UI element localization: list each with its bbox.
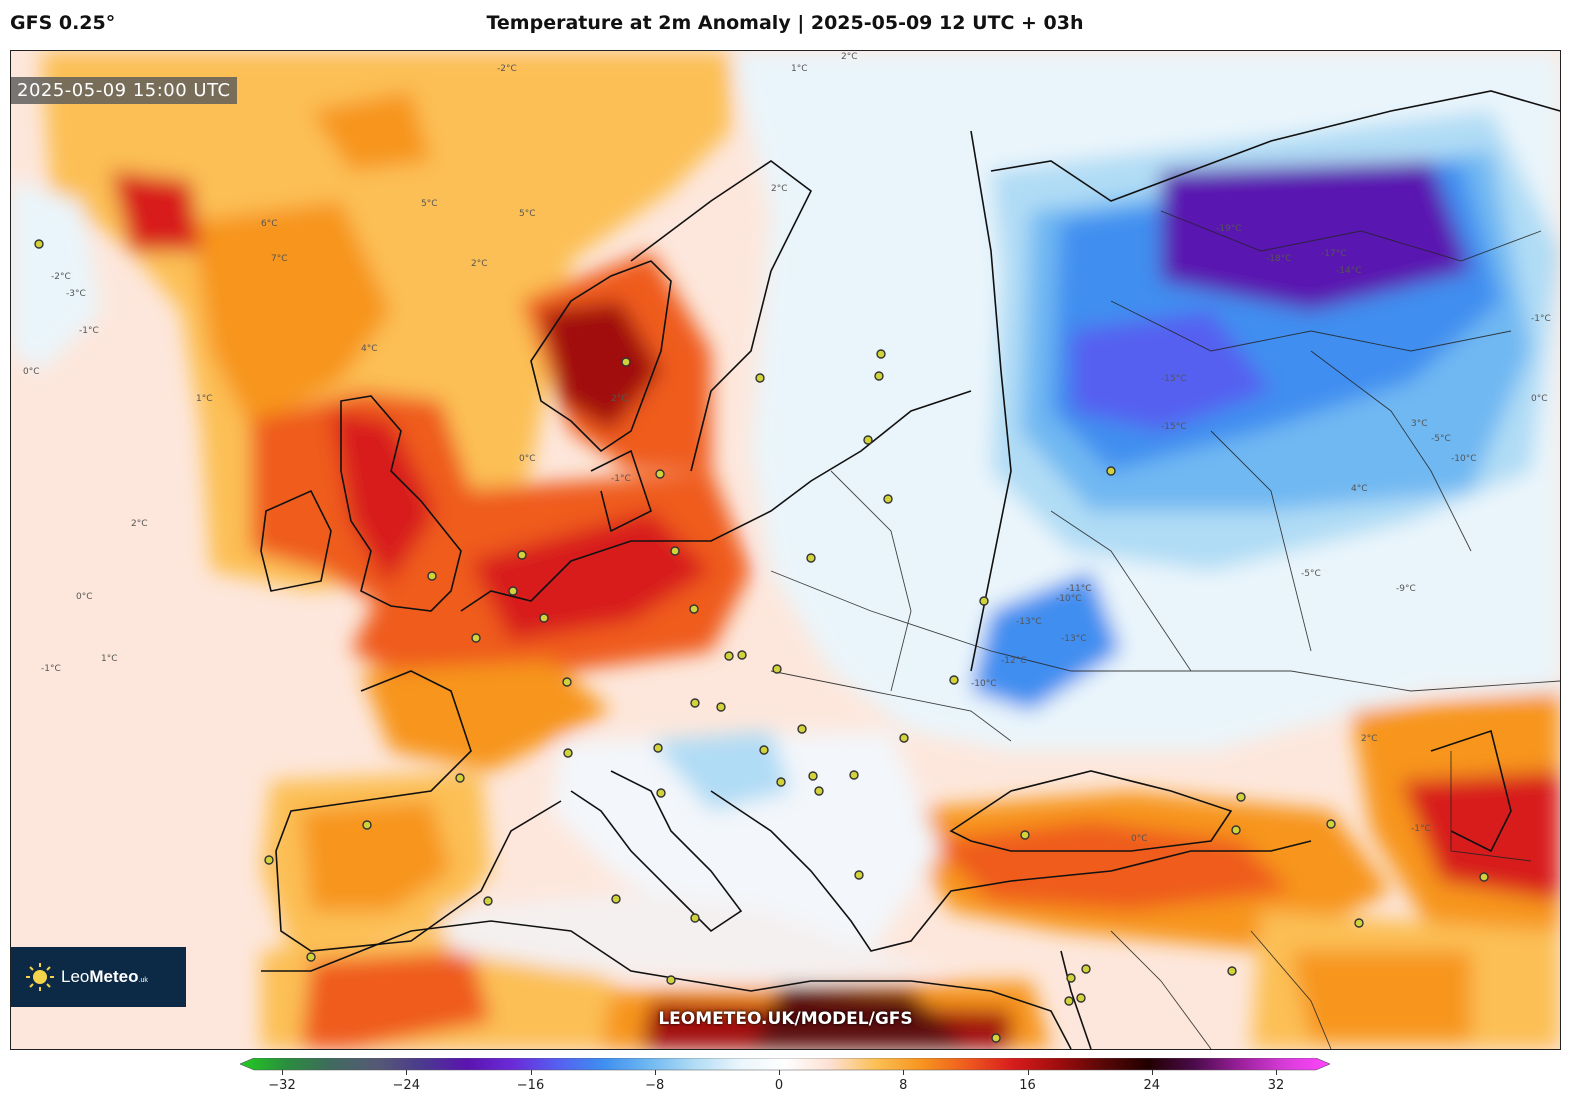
colorbar-tick-label: 16 xyxy=(1019,1078,1036,1093)
contour-label: 0°C xyxy=(519,454,536,464)
colorbar-tick-label: −8 xyxy=(645,1078,665,1093)
colorbar-tick-mark xyxy=(406,1070,408,1075)
contour-label: -5°C xyxy=(1431,434,1451,444)
contour-label: -13°C xyxy=(1016,617,1041,627)
contour-label: -18°C xyxy=(1266,254,1291,264)
contour-label: 5°C xyxy=(421,199,438,209)
colorbar-tick-mark xyxy=(1151,1070,1153,1075)
colorbar-tick-label: 0 xyxy=(774,1078,784,1093)
contour-label: -15°C xyxy=(1161,374,1186,384)
colorbar-tick-label: −24 xyxy=(392,1078,420,1093)
contour-label: -1°C xyxy=(611,474,631,484)
contour-label: 1°C xyxy=(101,654,118,664)
contour-label: 2°C xyxy=(841,52,858,62)
colorbar-tick-label: 8 xyxy=(899,1078,908,1093)
contour-label: 7°C xyxy=(271,254,288,264)
contour-label: 1°C xyxy=(196,394,213,404)
anomaly-field: -2°C 2°C 5°C 6°C 5°C 7°C -2°C -3°C -1°C 0°C 2°C 4°C… xyxy=(11,51,1560,1049)
anomaly-map: -2°C 2°C 5°C 6°C 5°C 7°C -2°C -3°C -1°C 0°C 2°C 4°C… xyxy=(10,50,1561,1050)
colorbar-tick-label: 32 xyxy=(1267,1078,1285,1093)
contour-label: -19°C xyxy=(1216,224,1241,234)
colorbar-tick-mark xyxy=(282,1070,283,1075)
sun-icon xyxy=(26,963,54,991)
contour-label: -12°C xyxy=(1001,656,1026,666)
logo-text: LeoMeteo.uk xyxy=(61,967,148,986)
contour-label: -9°C xyxy=(1396,584,1416,594)
contour-label: -14°C xyxy=(1336,266,1361,276)
contour-label: 3°C xyxy=(1411,419,1428,429)
colorbar-tick-mark xyxy=(530,1070,532,1075)
contour-label: -1°C xyxy=(79,326,99,336)
contour-label: 2°C xyxy=(771,184,788,194)
contour-label: -2°C xyxy=(497,64,517,74)
contour-label: 6°C xyxy=(261,219,278,229)
contour-label: -1°C xyxy=(41,664,61,674)
colorbar-tick-mark xyxy=(654,1070,656,1075)
contour-label: 0°C xyxy=(1531,394,1548,404)
contour-label: -3°C xyxy=(66,289,86,299)
model-label: GFS 0.25° xyxy=(10,12,116,34)
contour-label: 5°C xyxy=(519,209,536,219)
colorbar-tick-label: −32 xyxy=(268,1078,296,1093)
colorbar-tick-mark xyxy=(903,1070,905,1075)
contour-label: -13°C xyxy=(1061,634,1086,644)
colorbar-tick-mark xyxy=(1276,1070,1277,1075)
contour-label: -1°C xyxy=(1411,824,1431,834)
colorbar-tick-mark xyxy=(1027,1070,1029,1075)
source-watermark: LEOMETEO.UK/MODEL/GFS xyxy=(658,1009,913,1029)
contour-label: 2°C xyxy=(611,394,628,404)
contour-label: 1°C xyxy=(791,64,808,74)
contour-label: 4°C xyxy=(1351,484,1368,494)
contour-label: -11°C xyxy=(1066,584,1091,594)
contour-label: -2°C xyxy=(51,272,71,282)
contour-label: 4°C xyxy=(361,344,378,354)
colorbar-tick-label: −16 xyxy=(516,1078,545,1093)
contour-label: -5°C xyxy=(1301,569,1321,579)
colorbar-tick-mark xyxy=(779,1070,780,1075)
valid-time-badge: 2025-05-09 15:00 UTC xyxy=(11,77,237,104)
contour-label: 2°C xyxy=(1361,734,1378,744)
contour-label: -15°C xyxy=(1161,422,1186,432)
contour-label: 0°C xyxy=(1131,834,1148,844)
contour-label: 0°C xyxy=(23,367,40,377)
contour-label: -17°C xyxy=(1321,249,1346,259)
leometeo-logo: LeoMeteo.uk xyxy=(11,947,186,1007)
colorbar: −32 −24 −16 −8 0 8 16 24 32 xyxy=(239,1057,1331,1096)
map-title: Temperature at 2m Anomaly | 2025-05-09 1… xyxy=(486,12,1084,34)
contour-label: -1°C xyxy=(1531,314,1551,324)
contour-label: -10°C xyxy=(1056,594,1081,604)
contour-label: -10°C xyxy=(1451,454,1476,464)
colorbar-tick-label: 24 xyxy=(1143,1078,1161,1093)
contour-label: 2°C xyxy=(471,259,488,269)
contour-label: -10°C xyxy=(971,679,996,689)
colorbar-gradient xyxy=(239,1057,1331,1071)
contour-label: 2°C xyxy=(131,519,148,529)
contour-label: 0°C xyxy=(76,592,93,602)
